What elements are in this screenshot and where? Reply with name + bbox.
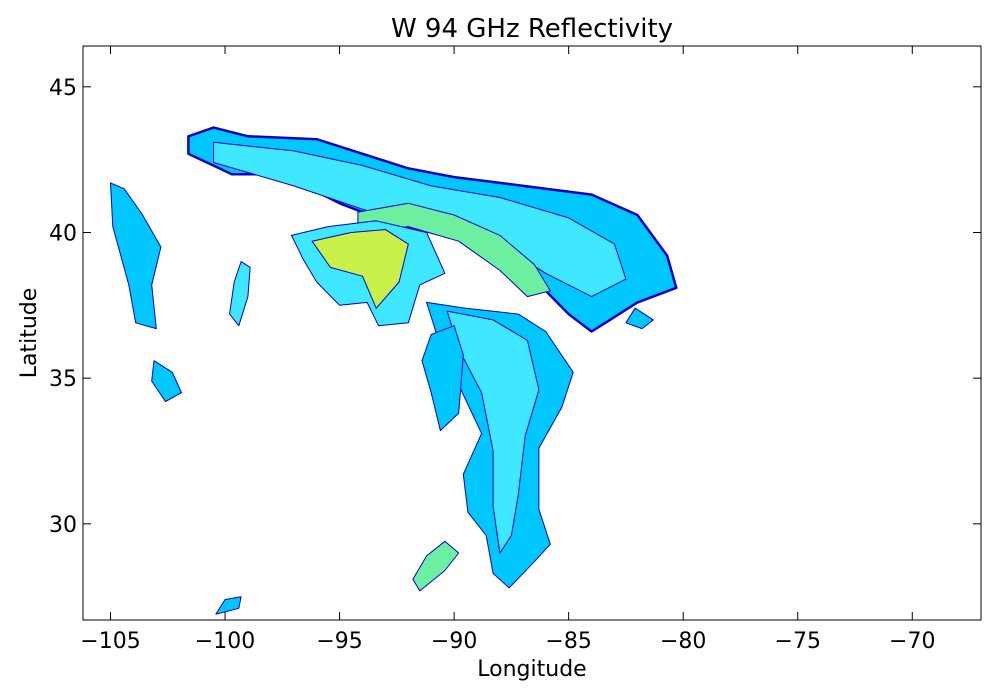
x-tick-label: −70 [889, 629, 935, 654]
plot-area [82, 45, 982, 621]
y-tick-label: 35 [49, 367, 77, 392]
plot-frame [82, 45, 982, 621]
region-west-band [110, 182, 162, 330]
region-central-tail-core [446, 310, 540, 554]
reflectivity-regions [110, 126, 678, 615]
x-tick-label: −90 [431, 629, 477, 654]
x-tick-label: −95 [316, 629, 362, 654]
y-tick-label: 45 [49, 76, 77, 101]
y-tick-label: 30 [49, 513, 77, 538]
x-tick-label: −75 [775, 629, 821, 654]
region-east-edge-cell [625, 307, 654, 330]
y-axis: 30 35 40 45 [49, 76, 981, 538]
x-tick-label: −80 [660, 629, 706, 654]
region-inner-cells [421, 325, 464, 432]
x-tick-label: −85 [545, 629, 591, 654]
region-small-cell-a [229, 261, 251, 327]
region-small-cell-b [215, 596, 242, 615]
x-tick-label: −105 [80, 629, 140, 654]
chart-title: W 94 GHz Reflectivity [391, 14, 673, 44]
y-tick-label: 40 [49, 221, 77, 246]
region-sw-cell [151, 360, 182, 402]
x-axis-title: Longitude [477, 657, 586, 682]
x-axis: −105 −100 −95 −90 −85 −80 −75 −70 [80, 46, 935, 654]
y-axis-title: Latitude [17, 288, 42, 379]
region-south-cell [412, 540, 460, 592]
region-western-cluster-core [311, 229, 409, 309]
x-tick-label: −100 [195, 629, 255, 654]
